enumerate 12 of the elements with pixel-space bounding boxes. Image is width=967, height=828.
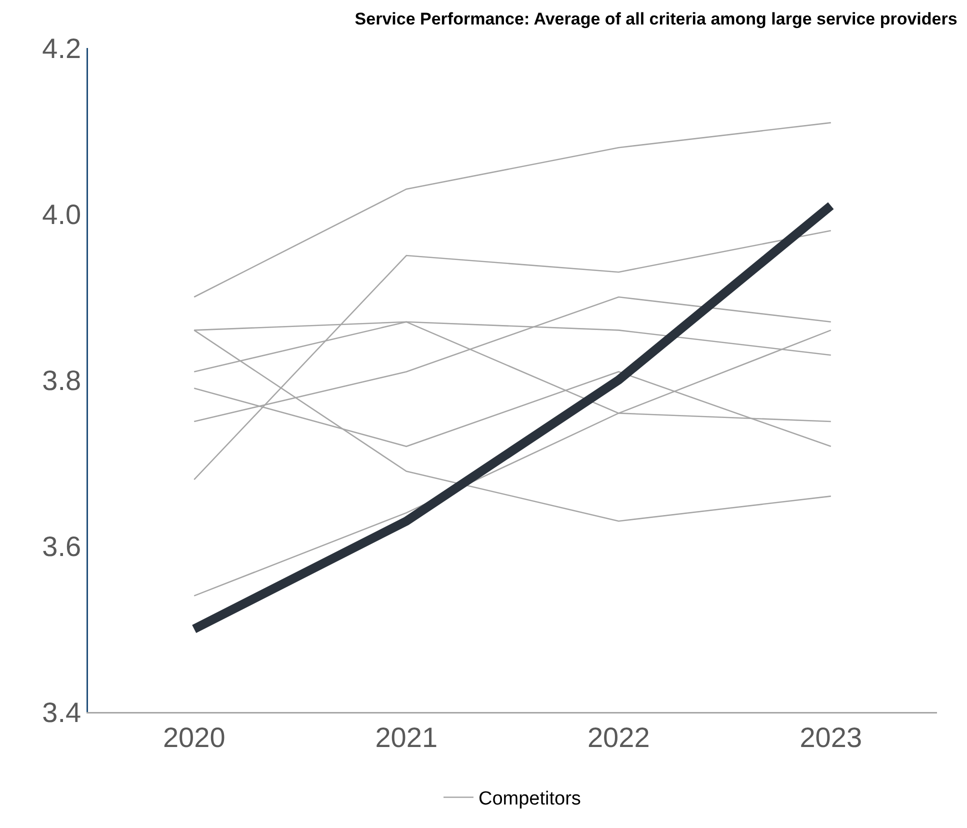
x-tick-label: 2023	[800, 722, 862, 753]
y-tick-label: 4.0	[42, 198, 82, 230]
y-tick-label: 3.6	[42, 530, 82, 562]
y-tick-label: 3.8	[42, 364, 82, 396]
x-tick-label: 2021	[375, 722, 438, 753]
y-tick-label: 3.4	[42, 696, 82, 728]
chart-title: Service Performance: Average of all criteria among large service providers	[354, 9, 958, 28]
y-tick-label: 4.2	[42, 32, 82, 64]
legend-label: Competitors	[478, 788, 581, 810]
line-series	[193, 122, 832, 298]
x-tick-label: 2020	[162, 722, 226, 753]
x-tick-label: 2022	[587, 722, 650, 753]
